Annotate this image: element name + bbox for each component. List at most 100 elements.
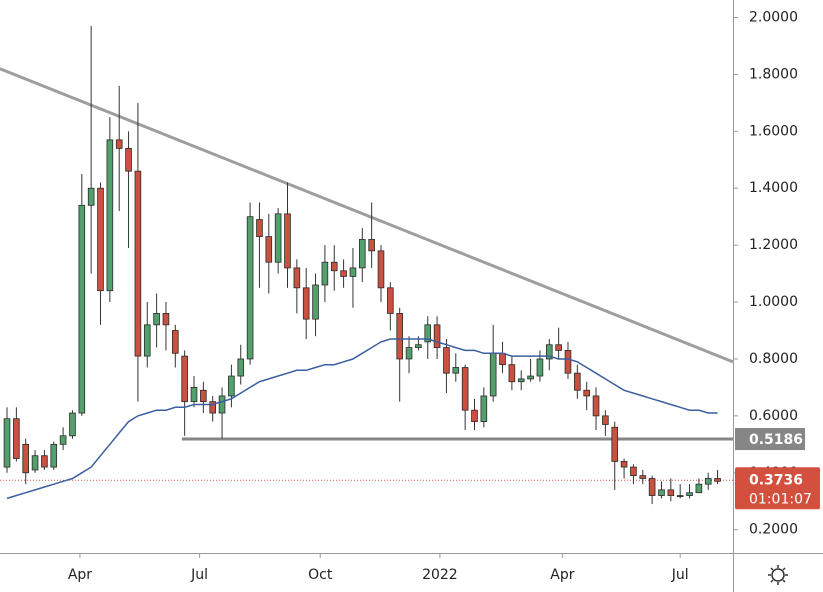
candle-body (125, 147, 132, 172)
candle-body (200, 389, 207, 403)
candle-body (69, 412, 76, 437)
plot-area (0, 26, 733, 505)
x-tick-label: 2022 (422, 567, 458, 583)
candle-body (143, 324, 151, 357)
candle-body (181, 355, 188, 403)
candle-body (592, 395, 600, 417)
candle-body (162, 313, 170, 326)
candle-body (489, 352, 497, 397)
x-tick-label: Jul (190, 567, 208, 583)
candle-body (190, 387, 198, 403)
candle-body (508, 364, 516, 383)
moving-average-line (6, 338, 718, 500)
candle-body (218, 395, 226, 414)
candle-body (13, 418, 20, 459)
candle-body (78, 204, 86, 414)
candle-body (536, 358, 544, 377)
candle-body (564, 350, 572, 374)
candle-body (330, 261, 338, 272)
candle-body (134, 170, 142, 357)
settings-icon[interactable] (768, 565, 788, 585)
candle-body (695, 483, 703, 494)
candle-body (115, 139, 123, 149)
candle-body (630, 466, 637, 477)
last-price-label: 0.3736 (749, 472, 803, 488)
y-tick-label: 0.2000 (749, 522, 798, 538)
candle-body (50, 443, 58, 468)
candle-body (349, 267, 357, 277)
y-tick-label: 1.2000 (749, 237, 798, 253)
candle-body (153, 313, 160, 326)
candle-body (387, 287, 394, 314)
candle-body (284, 213, 291, 269)
candle-body (452, 367, 460, 374)
trend-line (0, 67, 733, 364)
candle-body (246, 216, 254, 360)
candle-body (471, 409, 478, 422)
candle-body (256, 219, 263, 238)
candle-body (228, 375, 235, 397)
candle-body (106, 139, 114, 292)
y-tick-label: 0.6000 (749, 408, 798, 424)
y-tick-label: 2.0000 (749, 10, 798, 26)
candle-body (59, 435, 67, 445)
y-tick-label: 0.8000 (749, 351, 798, 367)
candle-body (433, 324, 441, 348)
x-tick-label: Apr (68, 567, 92, 583)
x-tick-label: Apr (550, 567, 574, 583)
candle-body (620, 461, 628, 468)
candle-body (676, 495, 684, 497)
gear-teeth (768, 565, 788, 585)
support-price-box (735, 428, 805, 451)
last-price-box (735, 467, 820, 510)
candle-body (704, 478, 712, 485)
candle-body (574, 372, 581, 391)
candle-body (480, 395, 488, 422)
candle-body (424, 324, 432, 343)
candle-body (405, 347, 413, 360)
candle-body (545, 344, 553, 360)
support-price-label: 0.5186 (749, 432, 803, 448)
candle-body (293, 267, 301, 289)
candle-body (358, 239, 366, 269)
candle-body (555, 344, 562, 351)
candle-body (517, 378, 525, 383)
candle-body (611, 426, 619, 462)
candle-body (321, 261, 329, 286)
x-tick-label: Oct (308, 567, 333, 583)
candle-body (97, 187, 104, 292)
candle-body (714, 478, 721, 482)
candle-body (415, 344, 422, 348)
candle-body (340, 270, 347, 277)
candle-body (3, 418, 11, 468)
candle-body (639, 475, 647, 479)
candle-body (443, 347, 450, 374)
candle-body (368, 239, 375, 252)
candle-body (461, 367, 469, 411)
x-tick-label: Jul (671, 567, 689, 583)
y-tick-label: 1.6000 (749, 123, 798, 139)
candle-body (686, 492, 693, 496)
candle-body (648, 478, 656, 496)
candle-body (31, 455, 39, 471)
candle-body (667, 489, 675, 496)
candle-body (22, 443, 30, 474)
candle-body (172, 330, 179, 354)
candle-body (237, 358, 245, 377)
y-tick-label: 1.4000 (749, 180, 798, 196)
candle-body (274, 213, 282, 263)
candle-body (377, 250, 385, 289)
candle-body (265, 236, 273, 263)
candle-body (41, 455, 48, 468)
candle-body (302, 287, 310, 320)
gear-ring (771, 568, 785, 582)
y-tick-label: 1.8000 (749, 66, 798, 82)
candle-body (583, 389, 590, 397)
candle-body (527, 375, 534, 380)
candle-body (396, 313, 403, 360)
y-tick-label: 1.0000 (749, 294, 798, 310)
candle-body (499, 352, 506, 366)
candle-body (602, 415, 609, 425)
candle-body (87, 187, 95, 206)
